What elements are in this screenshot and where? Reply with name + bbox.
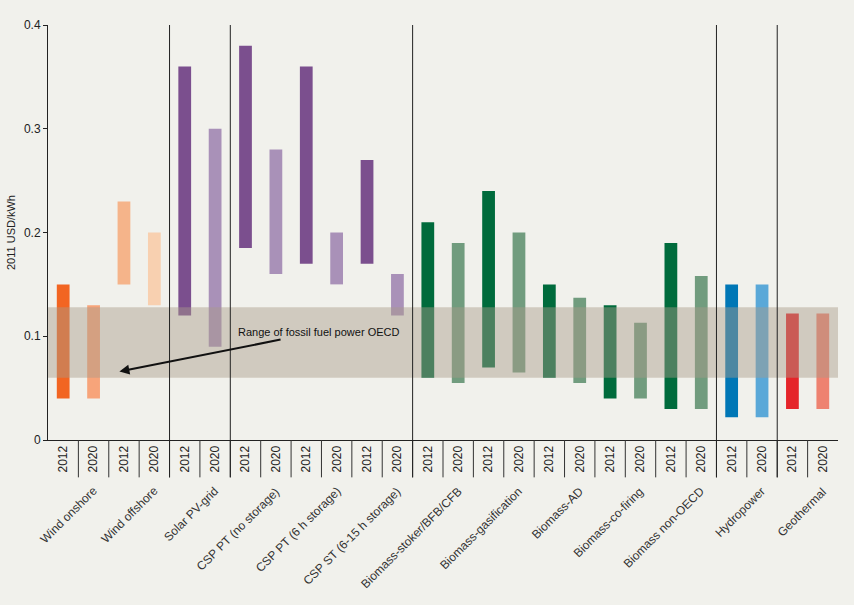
svg-text:2012: 2012 <box>56 445 70 472</box>
svg-text:2020: 2020 <box>451 445 465 472</box>
svg-text:2012: 2012 <box>360 445 374 472</box>
svg-text:2020: 2020 <box>694 445 708 472</box>
svg-text:2020: 2020 <box>512 445 526 472</box>
svg-text:Solar PV-grid: Solar PV-grid <box>161 484 221 544</box>
svg-text:2012: 2012 <box>421 445 435 472</box>
svg-text:0: 0 <box>34 433 41 447</box>
svg-text:2020: 2020 <box>330 445 344 472</box>
svg-text:0.4: 0.4 <box>24 18 41 32</box>
svg-text:2012: 2012 <box>664 445 678 472</box>
svg-text:2020: 2020 <box>633 445 647 472</box>
svg-text:0.1: 0.1 <box>24 329 41 343</box>
svg-text:2012: 2012 <box>238 445 252 472</box>
svg-text:0.2: 0.2 <box>24 226 41 240</box>
svg-text:2012: 2012 <box>178 445 192 472</box>
svg-text:0.3: 0.3 <box>24 122 41 136</box>
svg-text:2012: 2012 <box>603 445 617 472</box>
svg-text:CSP PT (6 h storage): CSP PT (6 h storage) <box>253 484 344 575</box>
svg-text:Wind onshore: Wind onshore <box>38 484 100 546</box>
svg-text:2012: 2012 <box>117 445 131 472</box>
svg-text:Range of fossil fuel power OEC: Range of fossil fuel power OECD <box>238 326 399 338</box>
svg-text:2020: 2020 <box>573 445 587 472</box>
svg-text:Biomass non-OECD: Biomass non-OECD <box>621 484 708 571</box>
svg-text:CSP ST (6-15 h storage): CSP ST (6-15 h storage) <box>300 485 403 588</box>
svg-text:Geothermal: Geothermal <box>775 485 829 539</box>
svg-text:2020: 2020 <box>269 445 283 472</box>
svg-text:Biomass-co-firing: Biomass-co-firing <box>571 485 646 560</box>
svg-text:Biomass-gasification: Biomass-gasification <box>437 484 525 572</box>
svg-text:2012: 2012 <box>725 445 739 472</box>
svg-text:2011 USD/kWh: 2011 USD/kWh <box>5 195 17 270</box>
svg-text:2020: 2020 <box>147 445 161 472</box>
svg-text:CSP PT (no storage): CSP PT (no storage) <box>194 485 282 573</box>
svg-text:2012: 2012 <box>785 445 799 472</box>
svg-text:2020: 2020 <box>390 445 404 472</box>
svg-text:2012: 2012 <box>542 445 556 472</box>
svg-text:2020: 2020 <box>208 445 222 472</box>
svg-text:Biomass-stoker/BFB/CFB: Biomass-stoker/BFB/CFB <box>358 484 465 591</box>
svg-text:2020: 2020 <box>816 445 830 472</box>
svg-text:Wind offshore: Wind offshore <box>98 484 160 546</box>
svg-text:2012: 2012 <box>299 445 313 472</box>
svg-text:2020: 2020 <box>86 445 100 472</box>
svg-text:Biomass-AD: Biomass-AD <box>529 484 586 541</box>
svg-text:2020: 2020 <box>755 445 769 472</box>
svg-text:2012: 2012 <box>481 445 495 472</box>
svg-text:Hydropower: Hydropower <box>712 484 768 540</box>
